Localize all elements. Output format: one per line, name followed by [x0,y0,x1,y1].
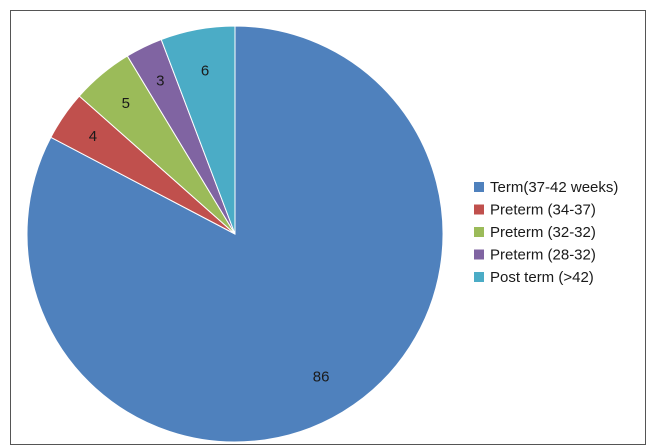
legend-swatch-post-term [474,272,484,282]
pie-chart: 86 4 5 3 6 Term(37-42 weeks) Preterm (34-37) P… [26,25,618,443]
data-label-preterm-28-32: 3 [156,73,164,90]
legend-label-preterm-34-37: Preterm (34-37) [490,202,596,219]
data-label-post-term: 6 [201,62,209,79]
legend-label-preterm-32-32: Preterm (32-32) [490,224,596,241]
data-label-preterm-34-37: 4 [89,128,97,145]
legend-item-preterm-32-32: Preterm (32-32) [474,224,596,241]
legend-item-preterm-34-37: Preterm (34-37) [474,202,596,219]
legend-swatch-preterm-34-37 [474,204,484,215]
legend-label-term: Term(37-42 weeks) [490,179,618,196]
legend-swatch-preterm-28-32 [474,249,484,260]
data-label-preterm-32-32: 5 [122,95,130,112]
legend-swatch-term [474,182,484,192]
legend-label-post-term: Post term (>42) [490,269,594,286]
pie-slice-post-term [160,25,236,235]
legend-item-preterm-28-32: Preterm (28-32) [474,247,596,264]
legend-swatch-preterm-32-32 [474,227,484,237]
pie-data-labels: 86 4 5 3 6 [89,62,330,385]
legend-item-term: Term(37-42 weeks) [474,179,618,196]
legend: Term(37-42 weeks) Preterm (34-37) Preterm … [474,179,618,286]
legend-item-post-term: Post term (>42) [474,269,594,286]
chart-frame: 86 4 5 3 6 Term(37-42 weeks) Preterm (34-37) P… [10,10,646,445]
data-label-term: 86 [313,368,330,385]
legend-label-preterm-28-32: Preterm (28-32) [490,247,596,264]
pie-slices [26,25,444,443]
